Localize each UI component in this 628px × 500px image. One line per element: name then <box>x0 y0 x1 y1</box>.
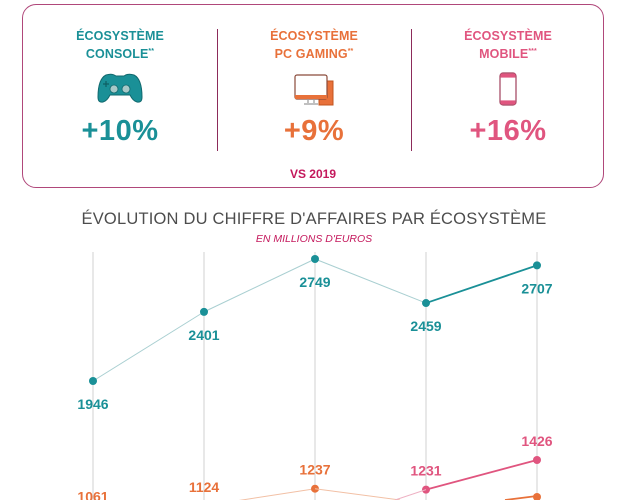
data-label: 2707 <box>521 280 552 296</box>
series-console-segment <box>92 311 205 382</box>
chart-title: ÉVOLUTION DU CHIFFRE D'AFFAIRES PAR ÉCOS… <box>81 210 547 228</box>
smartphone-icon <box>499 72 517 106</box>
data-label: 1237 <box>299 462 330 478</box>
summary-mobile: ÉCOSYSTÈME MOBILE*** +16% <box>411 5 605 155</box>
chart-subtitle: EN MILLIONS D'EUROS <box>255 233 373 245</box>
series-console-point <box>533 261 541 270</box>
data-label: 2749 <box>299 274 330 290</box>
ecosystem-title: ÉCOSYSTÈME CONSOLE** <box>76 29 164 61</box>
series-mobile-segment <box>394 489 427 500</box>
series-pc-gaming-segment <box>504 495 538 500</box>
series-pc-gaming-point <box>533 493 541 500</box>
series-mobile-point <box>533 456 541 465</box>
growth-percentage: +9% <box>283 115 345 147</box>
ecosystem-title: ÉCOSYSTÈME MOBILE*** <box>464 29 552 61</box>
series-console-point <box>89 377 97 385</box>
gamepad-icon <box>97 73 143 103</box>
summary-card: ÉCOSYSTÈME CONSOLE** +10% ÉCOSYSTÈME PC … <box>22 4 604 188</box>
series-pc-gaming-segment <box>314 488 401 500</box>
summary-console: ÉCOSYSTÈME CONSOLE** +10% <box>23 5 217 155</box>
data-label: 2459 <box>410 318 441 334</box>
series-console-segment <box>314 258 427 304</box>
column-divider <box>217 29 218 151</box>
growth-percentage: +16% <box>469 115 547 147</box>
summary-pc-gaming: ÉCOSYSTÈME PC GAMING** +9% <box>217 5 411 155</box>
series-mobile-segment <box>425 459 538 491</box>
data-label: 1426 <box>521 433 552 449</box>
series-console-segment <box>425 264 538 304</box>
ecosystem-title: ÉCOSYSTÈME PC GAMING** <box>270 29 358 61</box>
data-label: 1061 <box>77 488 108 500</box>
data-label: 1946 <box>77 396 108 412</box>
data-label: 1124 <box>189 479 220 495</box>
data-label: 1231 <box>410 463 441 479</box>
series-console-segment <box>203 258 316 313</box>
comparison-label: VS 2019 <box>289 167 337 181</box>
data-label: 2401 <box>188 327 219 343</box>
series-console-point <box>422 299 430 308</box>
series-console-point <box>311 255 319 263</box>
series-pc-gaming-segment <box>238 488 316 500</box>
growth-percentage: +10% <box>81 115 159 147</box>
desktop-computer-icon <box>294 74 334 106</box>
column-divider <box>411 29 412 151</box>
series-console-point <box>200 307 208 316</box>
